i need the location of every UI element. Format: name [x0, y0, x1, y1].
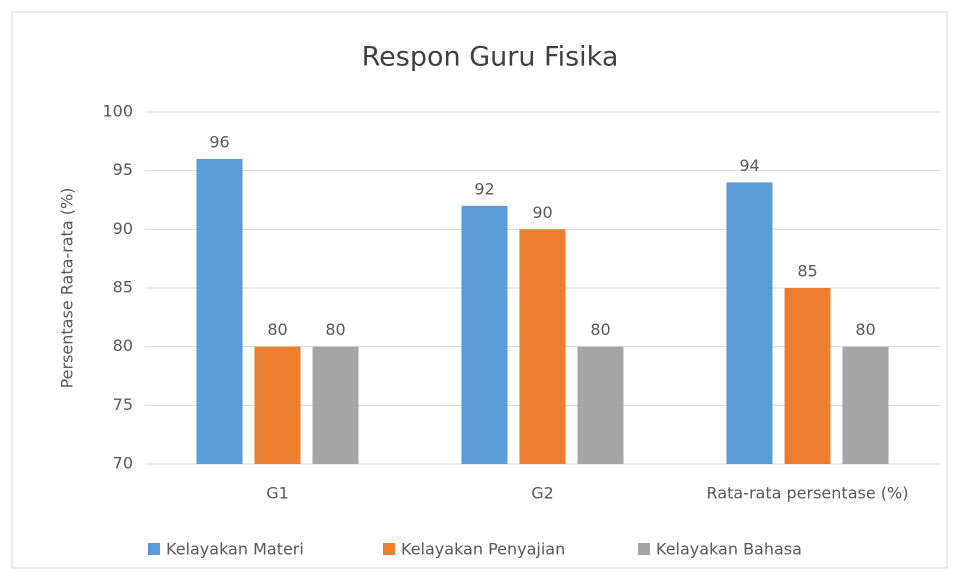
bar	[312, 346, 359, 464]
y-tick-label: 75	[113, 395, 133, 414]
chart-title: Respon Guru Fisika	[362, 42, 619, 73]
bar	[254, 346, 301, 464]
legend-label: Kelayakan Penyajian	[401, 540, 565, 559]
bar	[519, 229, 566, 464]
bar	[577, 346, 624, 464]
data-label: 94	[739, 156, 759, 175]
data-label: 90	[532, 203, 552, 222]
y-tick-label: 90	[113, 219, 133, 238]
data-label: 80	[325, 320, 345, 339]
bar	[842, 346, 889, 464]
y-axis-label: Persentase Rata-rata (%)	[58, 188, 77, 389]
y-tick-label: 95	[113, 160, 133, 179]
legend-swatch	[383, 543, 395, 555]
data-label: 80	[267, 320, 287, 339]
x-tick-label: G1	[266, 484, 289, 503]
data-label: 96	[209, 132, 229, 151]
legend-swatch	[638, 543, 650, 555]
data-label: 92	[474, 179, 494, 198]
data-label: 85	[797, 262, 817, 281]
bar	[784, 288, 831, 464]
y-tick-label: 70	[113, 454, 133, 473]
bar	[461, 205, 508, 464]
legend-swatch	[148, 543, 160, 555]
bar	[726, 182, 773, 464]
data-label: 80	[590, 320, 610, 339]
legend-label: Kelayakan Bahasa	[656, 540, 802, 559]
y-tick-label: 85	[113, 278, 133, 297]
x-tick-label: G2	[531, 484, 554, 503]
x-tick-label: Rata-rata persentase (%)	[707, 484, 909, 503]
bar	[196, 158, 243, 464]
y-tick-label: 80	[113, 336, 133, 355]
y-tick-label: 100	[102, 102, 133, 121]
data-label: 80	[855, 320, 875, 339]
legend-label: Kelayakan Materi	[166, 540, 304, 559]
